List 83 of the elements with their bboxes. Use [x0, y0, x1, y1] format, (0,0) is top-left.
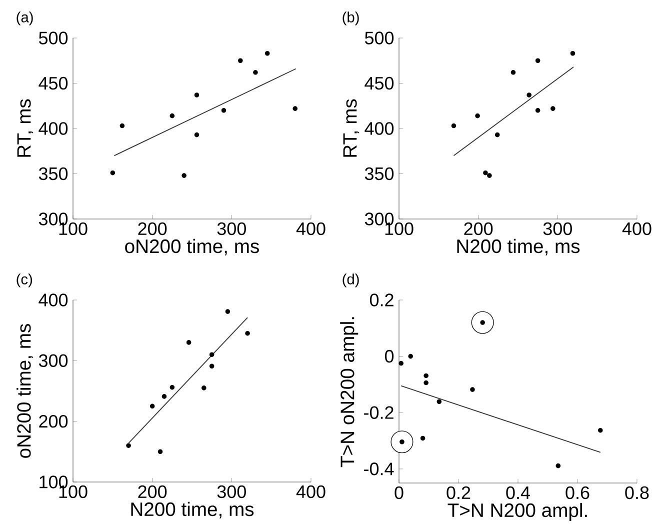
y-tick-label: -0.2	[364, 406, 394, 419]
point	[245, 330, 250, 336]
chart-title: (c)	[16, 274, 32, 288]
point	[126, 443, 131, 448]
x-tick-label: 0.4	[506, 486, 530, 500]
x-tick-label: 400	[296, 485, 326, 498]
point	[186, 340, 192, 345]
x-tick-label: 0.6	[566, 486, 590, 500]
chart-title: (b)	[342, 12, 359, 26]
point	[451, 123, 456, 128]
point	[253, 70, 258, 75]
y-tick-label: -0.4	[364, 462, 394, 476]
point	[158, 449, 163, 454]
x-axis-title: T>N N200 ampl.	[448, 502, 587, 521]
y-tick-label: 400	[38, 122, 68, 135]
point	[110, 170, 116, 176]
y-tick-label: 400	[38, 294, 68, 306]
point	[194, 92, 200, 98]
x-axis-title: N200 time, ms	[131, 502, 254, 518]
y-tick-label: 0.2	[370, 294, 394, 306]
point	[550, 106, 556, 111]
x-axis-title: oN200 time, ms	[125, 238, 259, 256]
x-tick-label: 0	[394, 486, 404, 500]
point	[238, 58, 243, 64]
point	[598, 428, 603, 433]
point	[483, 170, 488, 176]
x-axis-title: N200 time, ms	[457, 238, 580, 256]
point	[182, 173, 186, 178]
chart-title: (a)	[16, 12, 33, 26]
y-tick-label: 400	[364, 122, 394, 135]
x-tick-label: 400	[622, 222, 652, 236]
point	[194, 132, 200, 138]
point	[510, 70, 516, 75]
point	[162, 394, 167, 399]
x-tick-label: 300	[217, 222, 246, 236]
point	[526, 92, 532, 98]
point	[170, 384, 175, 390]
point	[408, 354, 414, 359]
point	[292, 106, 298, 111]
point	[535, 58, 540, 64]
y-tick-label: 300	[38, 354, 68, 368]
y-axis-title: RT, ms	[343, 99, 360, 157]
x-tick-label: 200	[138, 485, 167, 498]
y-axis-title: RT, ms	[17, 99, 34, 157]
y-tick-label: 500	[364, 32, 394, 44]
point	[170, 113, 175, 118]
x-tick-label: 300	[217, 485, 246, 498]
point	[225, 309, 230, 314]
point	[398, 360, 404, 366]
point	[556, 463, 561, 468]
y-tick-label: 350	[364, 167, 394, 180]
point	[570, 50, 576, 56]
point	[420, 436, 426, 441]
x-tick-label: 200	[464, 222, 493, 236]
point	[424, 373, 428, 378]
point	[494, 132, 500, 138]
point	[221, 108, 226, 113]
point	[150, 404, 155, 409]
y-tick-label: 350	[38, 167, 68, 180]
x-tick-label: 300	[543, 222, 572, 236]
point	[209, 364, 214, 369]
point	[424, 380, 428, 386]
point	[120, 123, 125, 128]
x-tick-label: 0.2	[446, 486, 470, 500]
point	[535, 108, 540, 113]
x-tick-label: 0.8	[625, 486, 649, 500]
y-tick-label: 0	[384, 350, 394, 363]
y-axis-title: T>N oN200 ampl.	[340, 317, 358, 468]
y-tick-label: 450	[364, 76, 394, 90]
y-tick-label: 500	[38, 32, 68, 44]
y-tick-label: 450	[38, 76, 68, 90]
y-tick-label: 200	[39, 414, 68, 428]
point	[475, 113, 480, 118]
point	[487, 173, 492, 178]
x-tick-label: 200	[138, 222, 167, 236]
y-axis-title: oN200 time, ms	[16, 324, 34, 458]
point	[201, 386, 206, 390]
point	[209, 352, 214, 357]
point	[470, 387, 475, 392]
chart-title: (d)	[342, 274, 359, 288]
point	[264, 50, 270, 56]
x-tick-label: 400	[296, 222, 326, 236]
point	[436, 399, 442, 404]
